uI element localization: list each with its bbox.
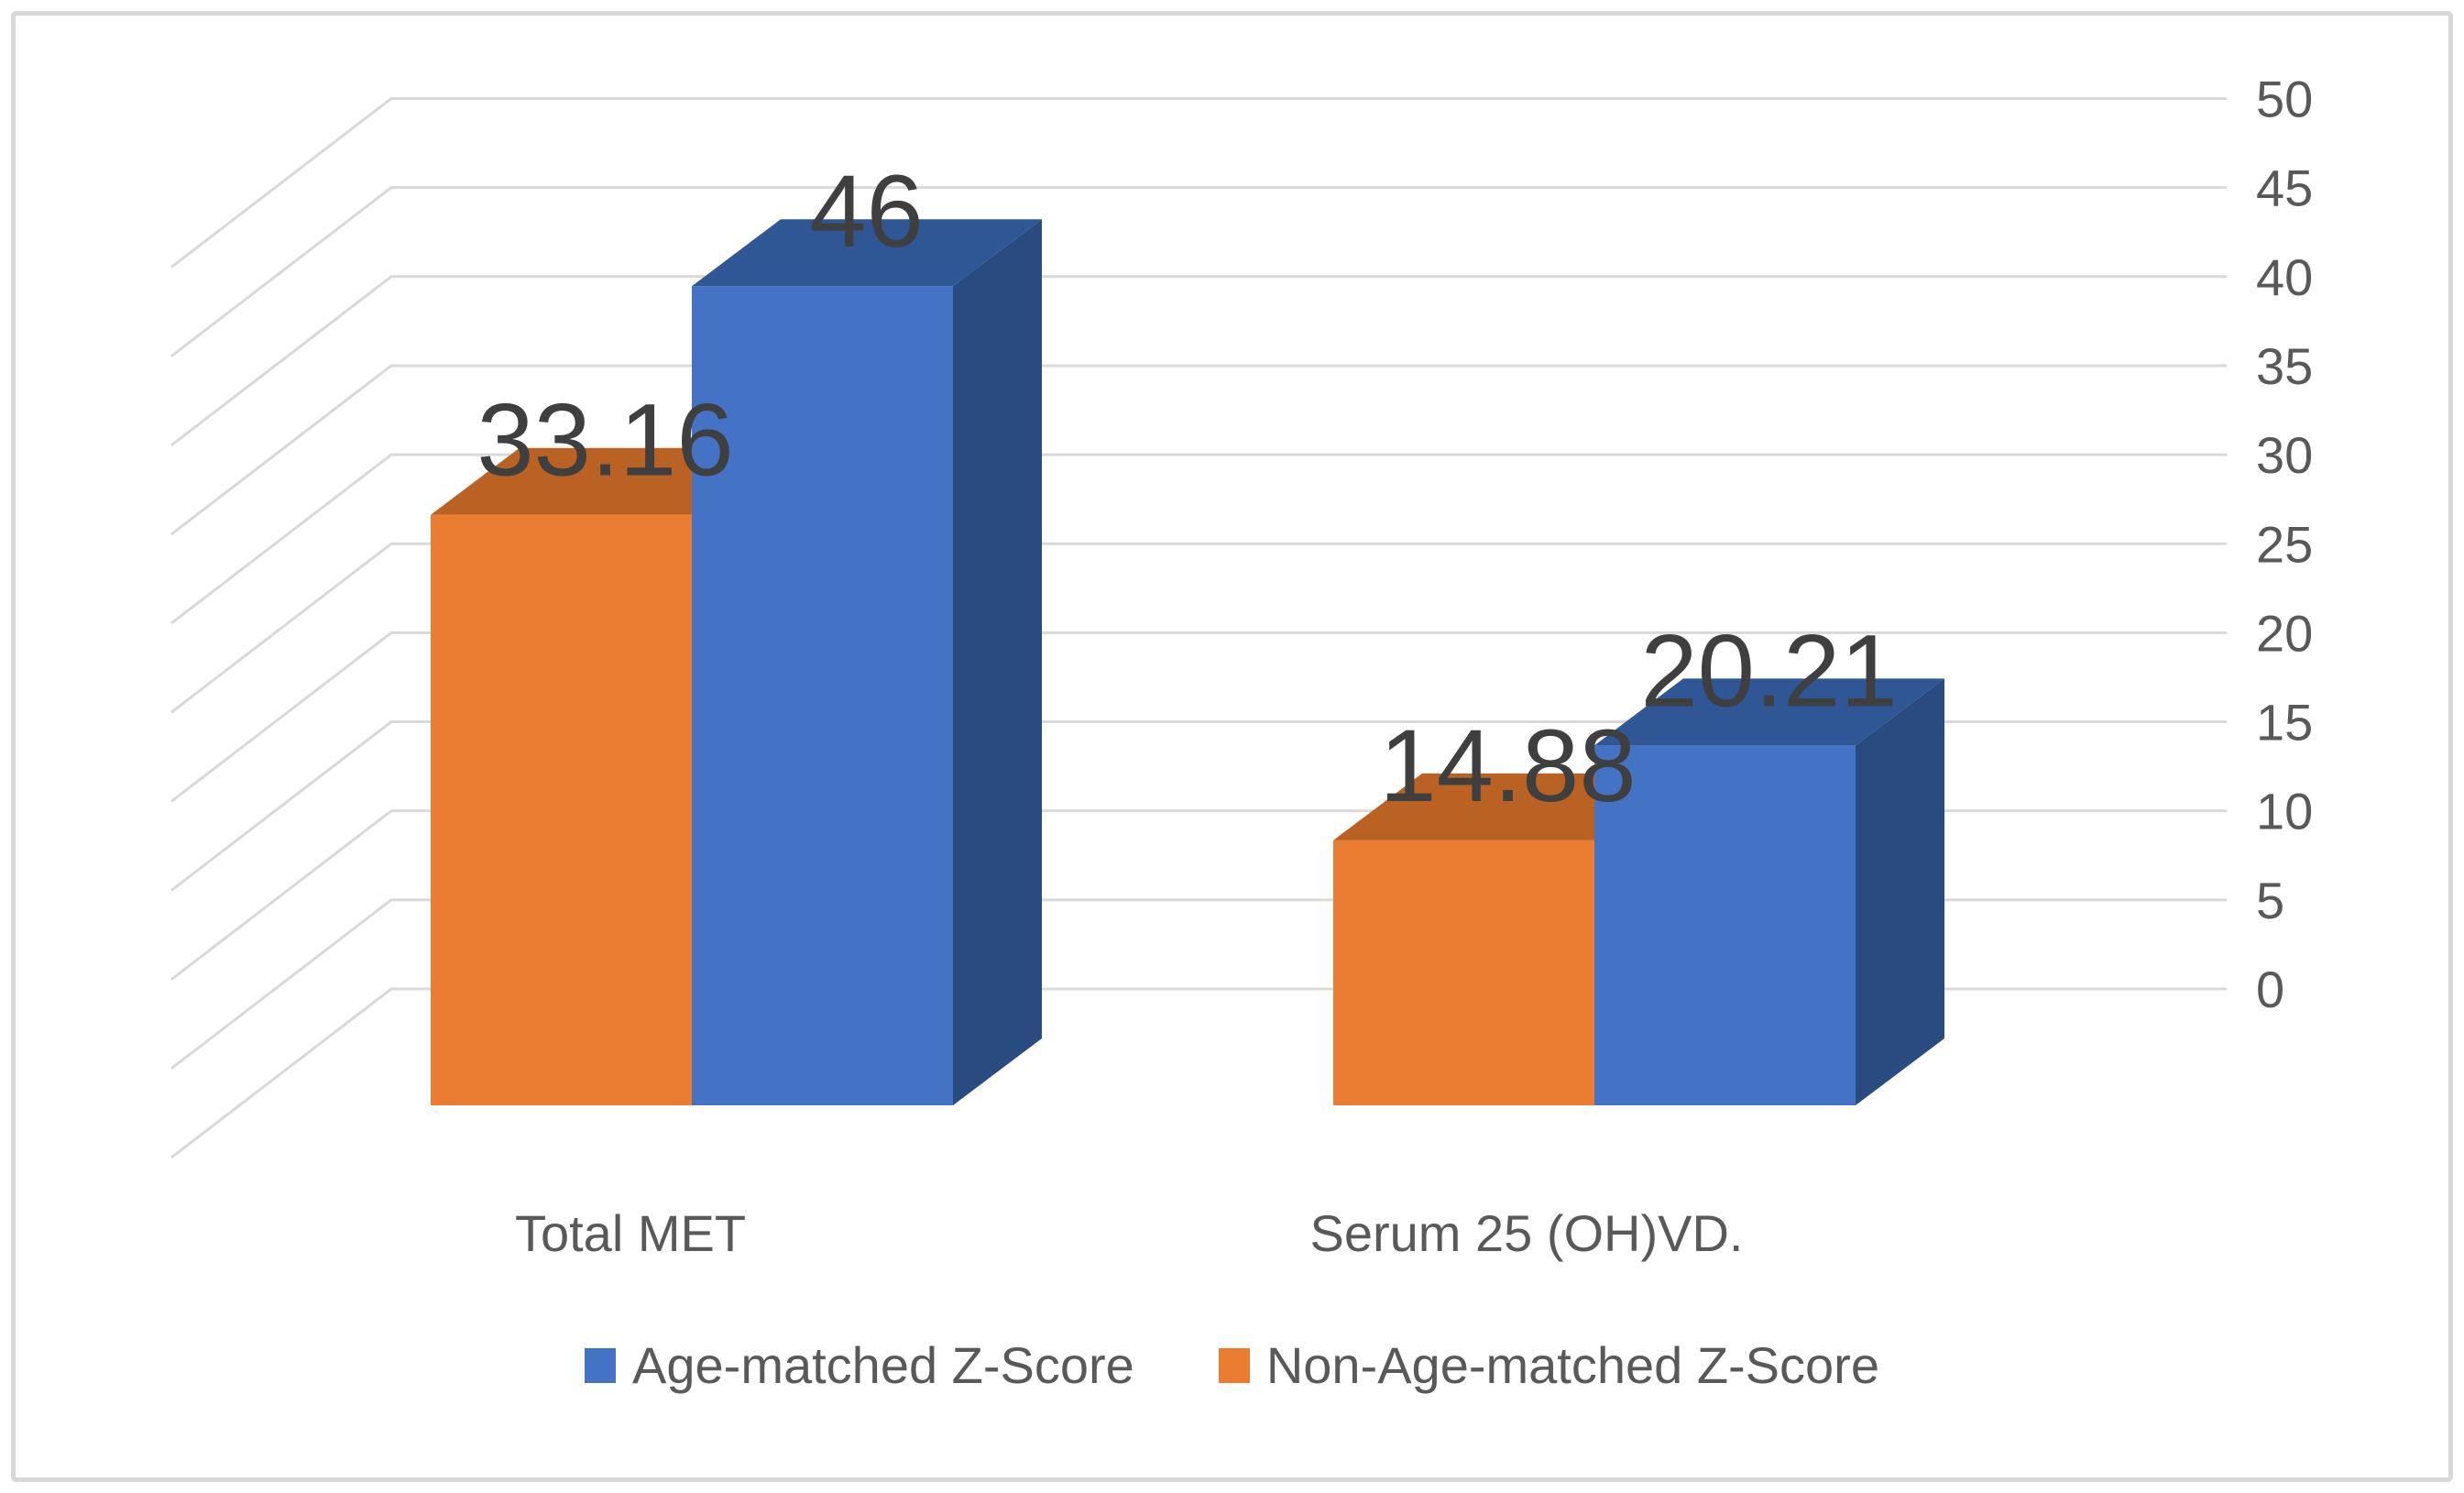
bar-side-face[interactable]: [1856, 678, 1944, 1105]
legend-swatch-icon: [585, 1348, 617, 1383]
gridline: [170, 186, 2227, 357]
data-label-age-matched-z-score-serum-25-oh-vd: 20.21: [1640, 613, 1897, 728]
data-label-age-matched-z-score-total-met: 46: [809, 154, 924, 269]
gridline: [170, 275, 2227, 446]
y-axis-tick-label: 35: [2256, 337, 2313, 395]
bar-front-face[interactable]: [692, 286, 953, 1106]
data-label-non-age-matched-z-score-serum-25-oh-vd: 14.88: [1379, 708, 1636, 823]
bar-front-face[interactable]: [431, 514, 692, 1105]
gridline: [170, 631, 2227, 803]
gridline: [170, 720, 2227, 892]
y-axis-tick-label: 0: [2256, 961, 2284, 1018]
legend-label: Age-matched Z-Score: [632, 1336, 1134, 1394]
y-axis-tick-label: 20: [2256, 604, 2313, 662]
y-axis-tick-label: 40: [2256, 248, 2313, 306]
chart-legend: Age-matched Z-Score Non-Age-matched Z-Sco…: [0, 1340, 2464, 1391]
bar-side-face[interactable]: [953, 219, 1042, 1106]
y-axis-tick-label: 30: [2256, 426, 2313, 484]
data-label-non-age-matched-z-score-total-met: 33.16: [476, 383, 733, 498]
gridline: [170, 542, 2227, 714]
y-axis-tick-label: 25: [2256, 515, 2313, 573]
legend-label: Non-Age-matched Z-Score: [1265, 1336, 1879, 1394]
bar-age-matched-z-score-serum-25-oh-vd[interactable]: [1594, 678, 1944, 1105]
legend-item-non-age-matched-z-score[interactable]: Non-Age-matched Z-Score: [1218, 1336, 1879, 1394]
category-label-total-met: Total MET: [515, 1204, 746, 1262]
y-axis-tick-label: 15: [2256, 694, 2313, 752]
bar-age-matched-z-score-total-met[interactable]: [692, 219, 1042, 1106]
gridline: [170, 97, 2227, 269]
y-axis-tick-label: 10: [2256, 783, 2313, 840]
gridline: [170, 364, 2227, 536]
y-axis-tick-label: 45: [2256, 159, 2313, 217]
y-axis-tick-label: 50: [2256, 71, 2313, 128]
category-label-serum-25-oh-vd: Serum 25 (OH)VD.: [1310, 1204, 1744, 1262]
gridline: [170, 453, 2227, 625]
legend-swatch-icon: [1218, 1348, 1250, 1383]
bar-top-face[interactable]: [692, 219, 1042, 287]
y-axis-tick-label: 5: [2256, 872, 2284, 929]
legend-item-age-matched-z-score[interactable]: Age-matched Z-Score: [585, 1340, 1134, 1391]
bar-top-face[interactable]: [1594, 678, 1944, 746]
bar-front-face[interactable]: [1333, 840, 1594, 1105]
bar-front-face[interactable]: [1594, 745, 1856, 1105]
